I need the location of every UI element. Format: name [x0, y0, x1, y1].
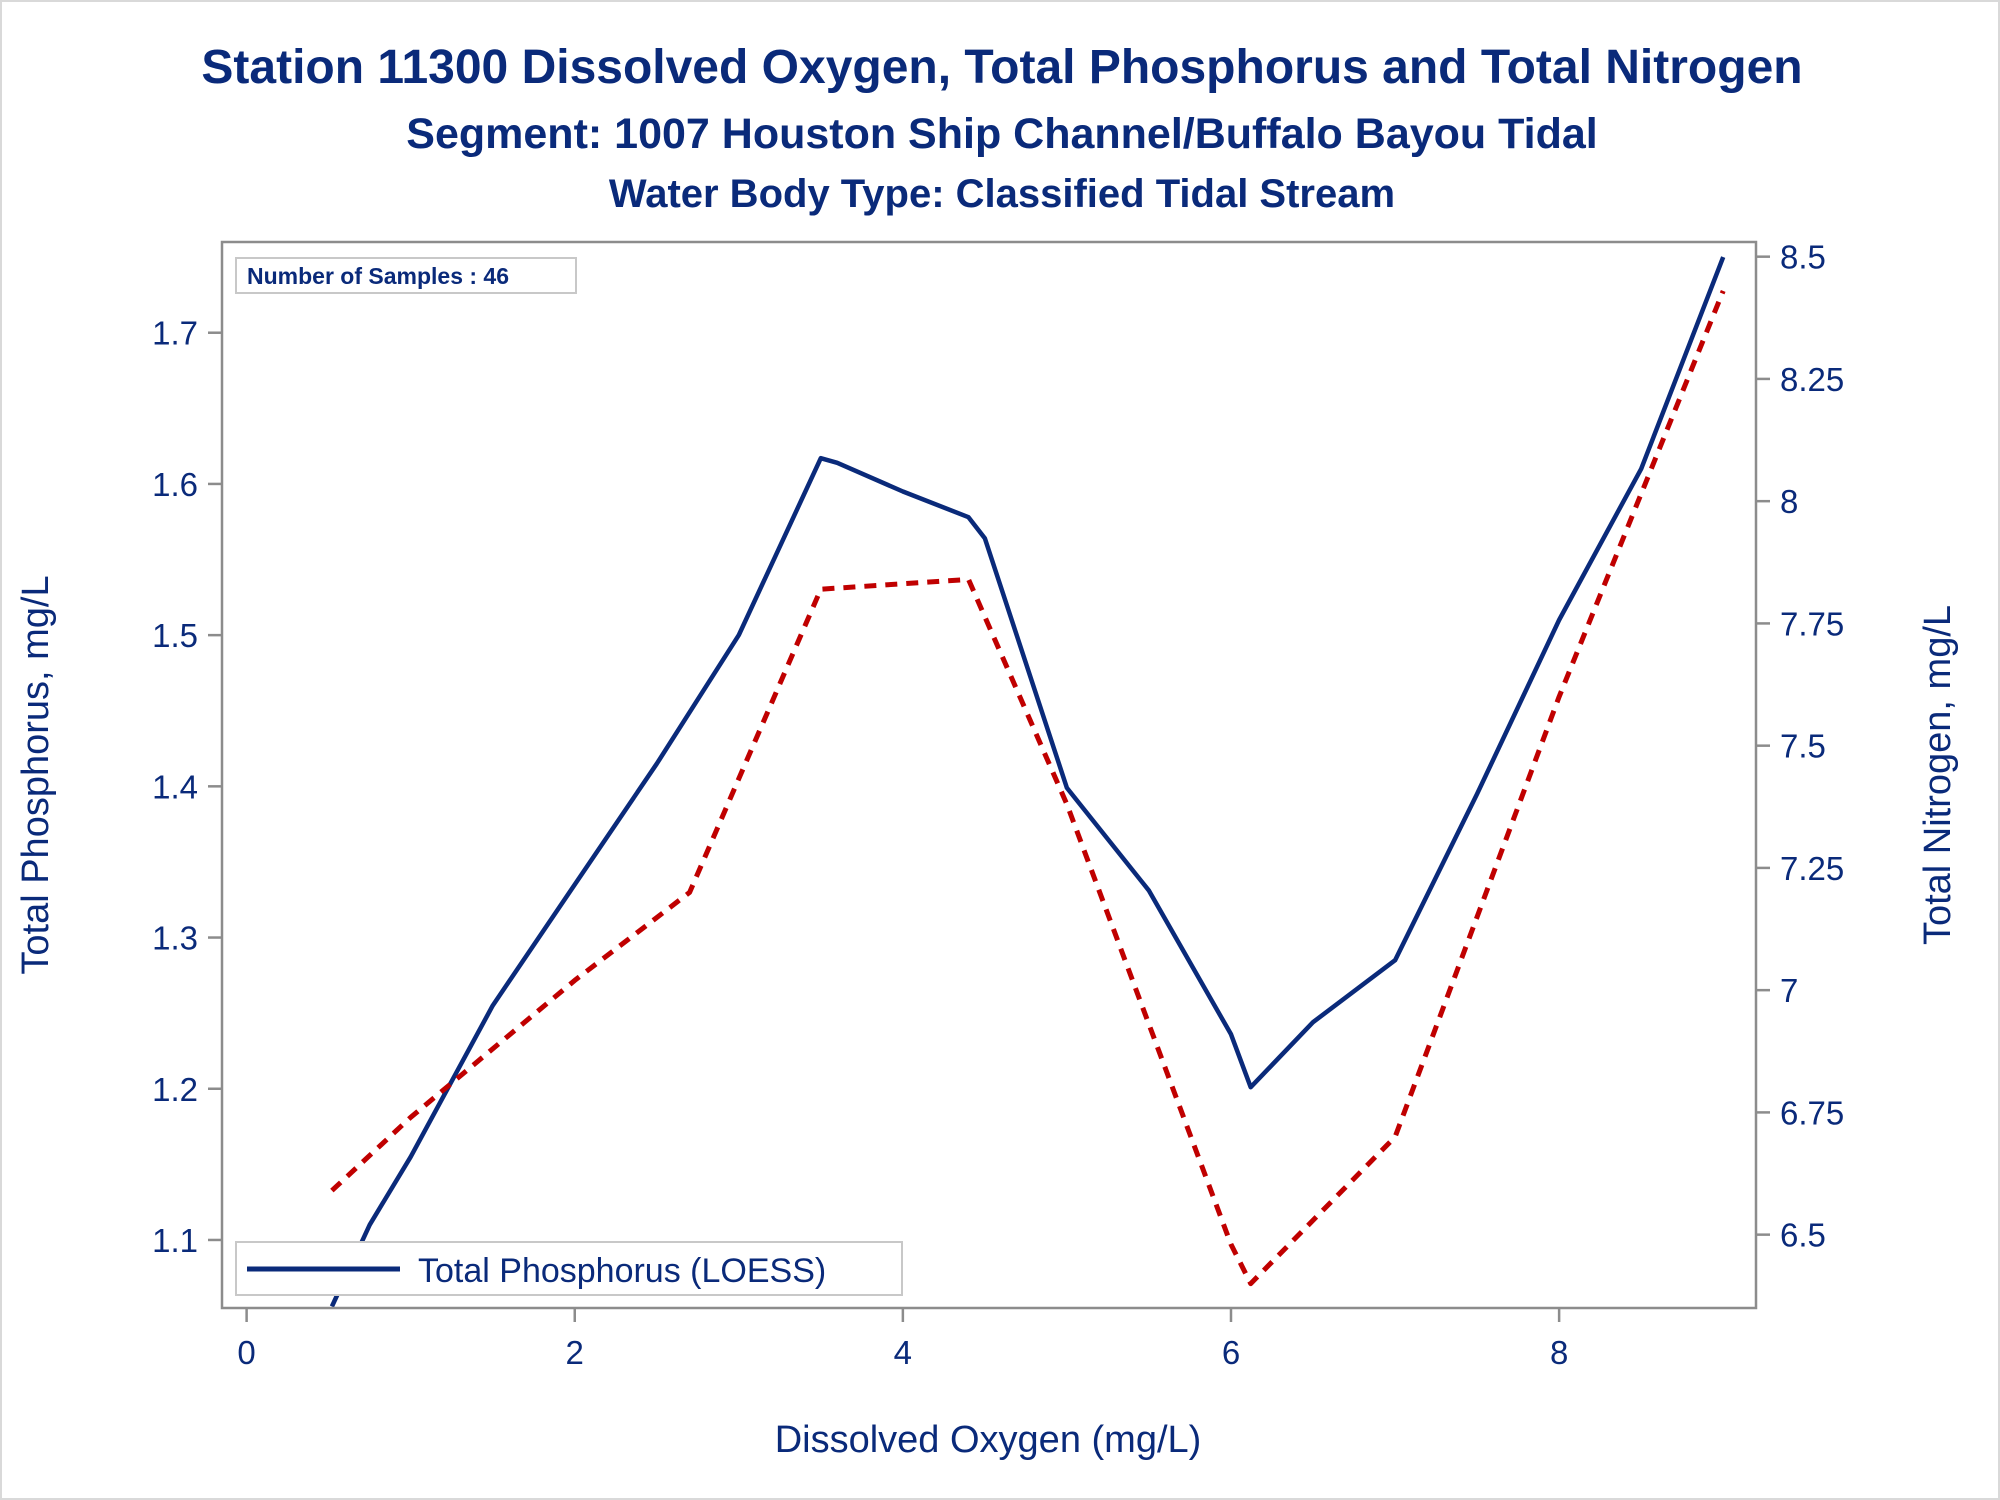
sample-count-label: Number of Samples : 46 [247, 263, 509, 289]
y2-tick-label: 7.25 [1780, 850, 1844, 887]
total-phosphorus-line [329, 256, 1726, 1308]
legend-label: Total Phosphorus (LOESS) [418, 1252, 826, 1290]
y2-axis-title: Total Nitrogen, mg/L [1917, 605, 1959, 945]
y-tick-label: 1.5 [152, 617, 198, 654]
x-tick-label: 2 [566, 1334, 584, 1371]
x-tick-label: 0 [237, 1334, 255, 1371]
y2-tick-label: 7.75 [1780, 605, 1844, 642]
series-layer [329, 256, 1726, 1308]
y-axis-title: Total Phosphorus, mg/L [15, 575, 57, 974]
y2-tick-label: 7 [1780, 972, 1798, 1009]
x-tick-label: 4 [894, 1334, 912, 1371]
y2-tick-label: 8.25 [1780, 361, 1844, 398]
y-tick-label: 1.7 [152, 315, 198, 352]
plot-area [220, 240, 1758, 1310]
inset-box [235, 257, 577, 294]
x-tick-label: 8 [1550, 1334, 1568, 1371]
y2-tick-label: 8.5 [1780, 239, 1826, 276]
y2-tick-label: 8 [1780, 483, 1798, 520]
x-axis-title: Dissolved Oxygen (mg/L) [775, 1419, 1202, 1461]
chart-subtitle-2: Water Body Type: Classified Tidal Stream [608, 172, 1396, 216]
y-tick-label: 1.4 [152, 768, 198, 805]
total-nitrogen-line [330, 289, 1726, 1287]
legend: Total Phosphorus (LOESS) [235, 1241, 903, 1296]
y-tick-label: 1.3 [152, 920, 198, 957]
y2-tick-label: 6.5 [1780, 1217, 1826, 1254]
sample-count-inset: Number of Samples : 46 [235, 257, 577, 294]
y2-tick-label: 7.5 [1780, 728, 1826, 765]
y2-tick-label: 6.75 [1780, 1094, 1844, 1131]
axes-layer: 0 2 4 6 8 1.1 1.2 1.3 1.4 1.5 1.6 1.7 8.5 8.25 8 7.75 7.… [152, 239, 1844, 1371]
y-tick-label: 1.1 [152, 1222, 198, 1259]
y-tick-label: 1.6 [152, 466, 198, 503]
y-tick-label: 1.2 [152, 1071, 198, 1108]
chart-title: Station 11300 Dissolved Oxygen, Total Ph… [201, 41, 1803, 94]
chart-subtitle: Segment: 1007 Houston Ship Channel/Buffa… [406, 110, 1598, 158]
x-tick-label: 6 [1222, 1334, 1240, 1371]
